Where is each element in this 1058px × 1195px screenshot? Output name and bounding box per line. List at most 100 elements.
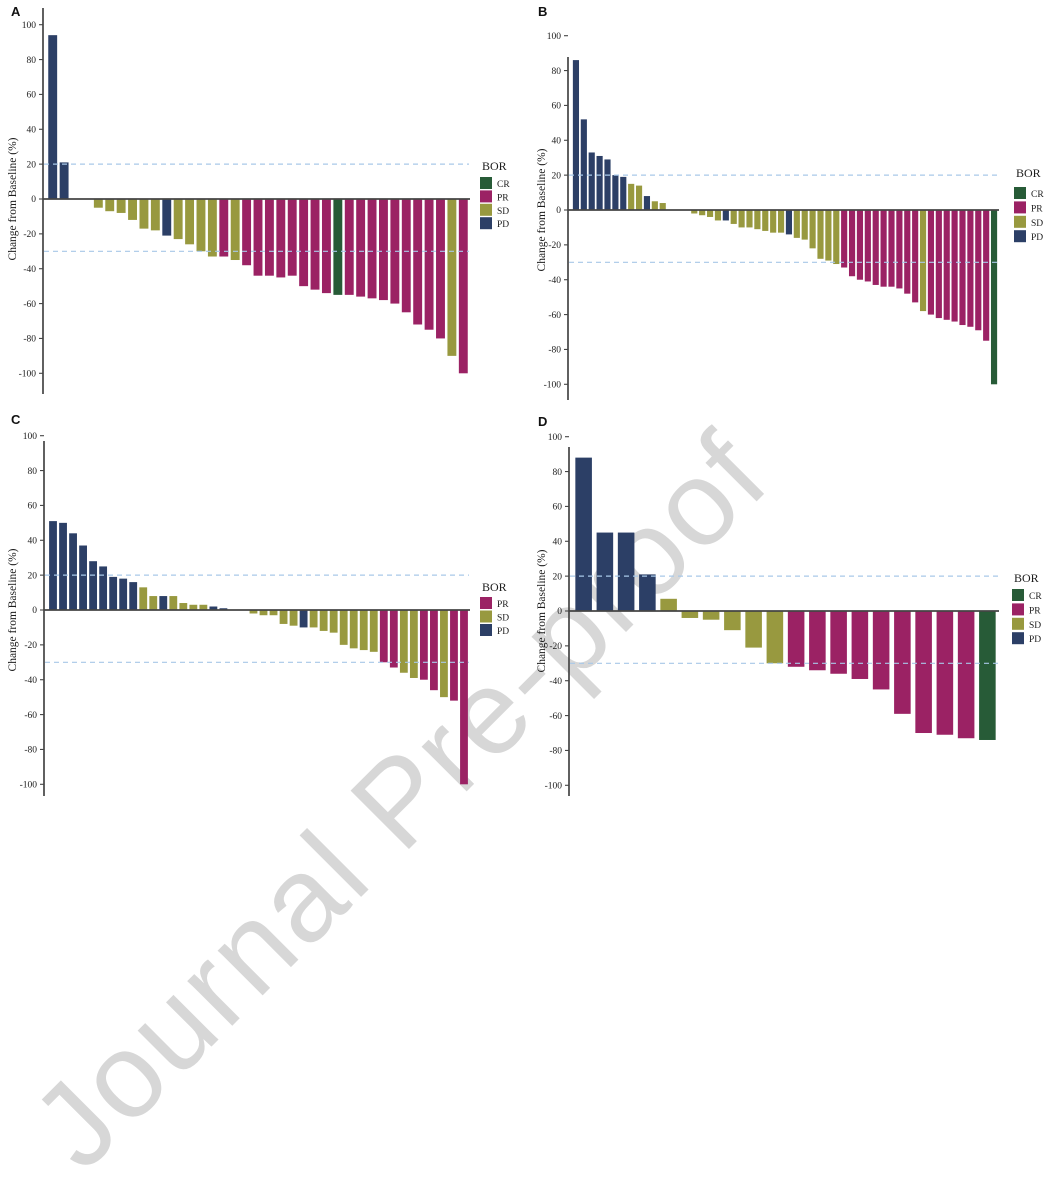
bar-sd: [359, 610, 368, 651]
bar-sd: [259, 610, 268, 616]
bar-pr: [951, 210, 958, 322]
bar-pr: [450, 610, 458, 701]
y-tick-label: -60: [548, 311, 561, 321]
bar-sd: [825, 210, 832, 261]
panel-d: D 100 80 60 40 20 0 -20 -40 -60 -80 -100 Change fro…: [529, 404, 1058, 808]
bar-sd: [105, 199, 115, 212]
bar-pr: [975, 210, 982, 331]
waterfall-chart-c: 100 80 60 40 20 0 -20 -40 -60 -80 -100 Change from …: [7, 432, 509, 796]
bar-sd: [369, 610, 378, 652]
bar-pr: [299, 199, 309, 287]
bar-sd: [319, 610, 328, 631]
bar-sd: [809, 210, 816, 249]
bar-pr: [957, 611, 975, 739]
y-tick-label: 40: [553, 537, 563, 547]
legend-label-pd: PD: [497, 220, 509, 230]
bar-sd: [196, 199, 206, 252]
bar-cr: [990, 210, 998, 385]
bar-pr: [841, 210, 848, 268]
bar-pr: [880, 210, 887, 287]
legend-swatch-pr: [480, 190, 492, 203]
bar-pr: [896, 210, 903, 289]
bar-pr: [367, 199, 377, 299]
bar-sd: [399, 610, 408, 673]
bar-pd: [49, 521, 57, 610]
y-tick-label: 20: [28, 571, 38, 581]
bar-sd: [150, 199, 160, 231]
waterfall-chart-d: 100 80 60 40 20 0 -20 -40 -60 -80 -100 Change from …: [536, 433, 1042, 796]
y-tick-label: -100: [544, 381, 562, 391]
bar-sd: [139, 587, 148, 610]
bar-sd: [139, 199, 149, 229]
y-tick-label: -60: [24, 711, 37, 721]
legend-label-pr: PR: [1031, 204, 1043, 214]
y-tick-label: -40: [549, 677, 562, 687]
bar-pd: [89, 561, 98, 610]
legend-swatch-sd: [1012, 617, 1024, 630]
legend-swatch-pr: [1014, 201, 1026, 214]
bar-sd: [699, 210, 706, 216]
legend-title: BOR: [482, 159, 507, 173]
figure-grid: A 100 80 60 40 20 0 -20 -40 -60 -80 -100 Change fro…: [7, 4, 1058, 808]
bar-pr: [904, 210, 911, 294]
bar-sd: [777, 210, 785, 233]
legend-label-pd: PD: [497, 627, 509, 637]
bar-sd: [185, 199, 195, 245]
bar-pd: [59, 522, 67, 610]
y-tick-label: 0: [556, 206, 561, 216]
bar-sd: [207, 199, 217, 257]
y-tick-label: -60: [549, 712, 562, 722]
bar-pr: [264, 199, 274, 276]
bar-pd: [79, 545, 87, 610]
bar-sd: [329, 610, 338, 633]
bar-sd: [730, 210, 737, 224]
bar-pd: [129, 582, 138, 610]
bar-sd: [169, 596, 178, 610]
y-tick-label: -60: [23, 300, 36, 310]
bar-pr: [848, 210, 856, 277]
panel-b-label: B: [538, 4, 548, 19]
bar-sd: [409, 610, 418, 678]
bar-pd: [119, 578, 128, 610]
legend-label-cr: CR: [497, 180, 510, 190]
bar-sd: [349, 610, 358, 649]
bar-pd: [639, 574, 656, 611]
y-tick-label: 80: [28, 467, 38, 477]
bar-pr: [413, 199, 423, 325]
panel-a-label: A: [11, 4, 21, 19]
bar-pd: [99, 566, 108, 611]
legend-title: BOR: [1016, 166, 1041, 180]
legend-swatch-pd: [1014, 230, 1026, 243]
bar-sd: [706, 210, 714, 217]
y-tick-label: -40: [548, 276, 561, 286]
bar-pr: [379, 610, 388, 663]
legend-swatch-pd: [1012, 632, 1024, 645]
legend-swatch-pd: [480, 217, 492, 230]
bar-pd: [588, 152, 595, 210]
bar-pd: [572, 60, 580, 210]
bar-sd: [770, 210, 777, 233]
y-tick-label: 80: [552, 67, 562, 77]
bar-sd: [754, 210, 761, 230]
legend-label-pr: PR: [497, 600, 509, 610]
y-tick-label: 80: [27, 56, 37, 66]
bar-pd: [162, 199, 172, 236]
bar-pd: [620, 176, 627, 210]
bar-sd: [149, 596, 158, 610]
y-tick-label: 60: [27, 91, 37, 101]
bar-pr: [253, 199, 263, 276]
bar-sd: [440, 610, 448, 698]
bar-pr: [287, 199, 297, 276]
y-tick-label: -40: [24, 676, 37, 686]
y-tick-label: 60: [553, 503, 563, 513]
y-tick-label: -80: [23, 335, 36, 345]
waterfall-chart-b: 100 80 60 40 20 0 -20 -40 -60 -80 -100 Change from …: [536, 32, 1044, 400]
y-tick-label: 60: [552, 102, 562, 112]
y-tick-label: -100: [20, 781, 38, 791]
bar-sd: [635, 185, 643, 210]
bar-sd: [762, 210, 769, 231]
legend-label-pd: PD: [1029, 635, 1041, 645]
legend-label-cr: CR: [1031, 190, 1044, 200]
y-tick-label: 100: [548, 433, 563, 443]
bar-pr: [242, 199, 252, 266]
